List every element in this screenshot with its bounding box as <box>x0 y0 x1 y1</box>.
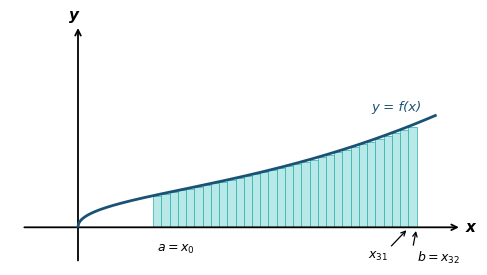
Bar <box>392 133 400 227</box>
Bar <box>285 166 293 227</box>
Bar <box>260 172 268 227</box>
Bar <box>186 189 194 227</box>
Bar <box>408 126 416 227</box>
Bar <box>169 192 178 227</box>
Text: $b = x_{32}$: $b = x_{32}$ <box>416 250 459 266</box>
Bar <box>252 174 260 227</box>
Bar <box>375 139 384 227</box>
Bar <box>178 190 186 227</box>
Bar <box>293 164 301 227</box>
Bar <box>211 183 219 227</box>
Bar <box>162 194 169 227</box>
Bar <box>326 155 334 227</box>
Bar <box>277 168 285 227</box>
Bar <box>203 185 211 227</box>
Bar <box>400 130 408 227</box>
Bar <box>244 176 252 227</box>
Bar <box>351 147 359 227</box>
Text: $x_{31}$: $x_{31}$ <box>368 250 388 263</box>
Text: y = f(x): y = f(x) <box>372 100 422 114</box>
Text: y: y <box>69 8 79 23</box>
Text: x: x <box>466 220 475 235</box>
Bar <box>334 152 342 227</box>
Bar <box>268 170 277 227</box>
Bar <box>318 157 326 227</box>
Bar <box>367 142 375 227</box>
Bar <box>153 196 162 227</box>
Bar <box>342 150 351 227</box>
Bar <box>219 182 227 227</box>
Bar <box>194 187 203 227</box>
Bar <box>310 160 318 227</box>
Text: $a = x_0$: $a = x_0$ <box>157 243 194 256</box>
Bar <box>384 136 392 227</box>
Bar <box>236 178 244 227</box>
Bar <box>301 162 310 227</box>
Bar <box>227 180 236 227</box>
Bar <box>359 144 367 227</box>
